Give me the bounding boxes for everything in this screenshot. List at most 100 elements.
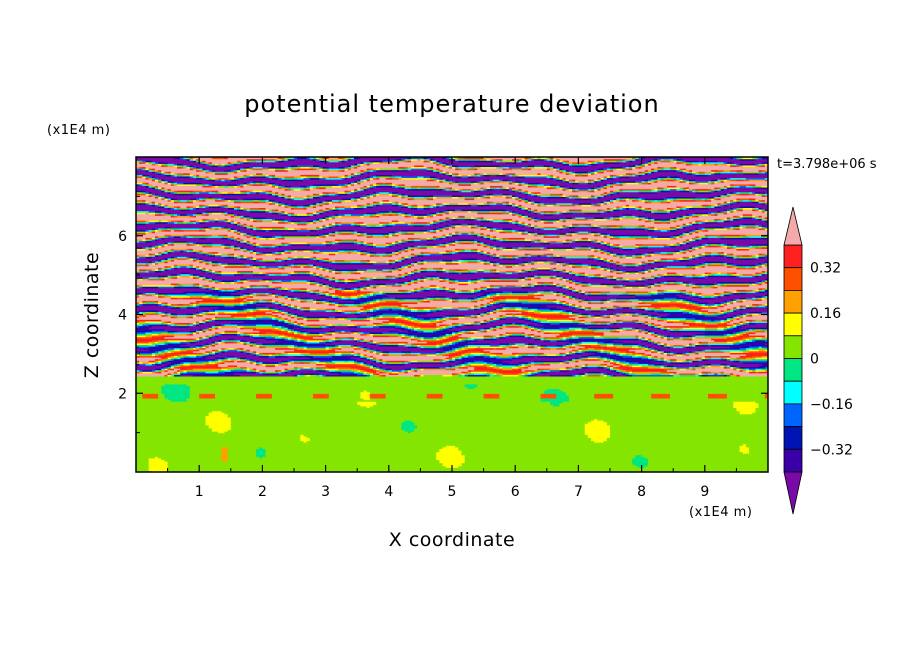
contour-cell xyxy=(657,316,662,319)
contour-cell xyxy=(208,312,216,316)
contour-cell xyxy=(610,352,614,355)
contour-cell xyxy=(249,333,260,336)
contour-cell xyxy=(461,338,466,341)
contour-cell xyxy=(733,336,744,339)
contour-cell xyxy=(537,338,542,341)
contour-cell xyxy=(685,353,690,357)
contour-cell xyxy=(610,357,614,360)
contour-cell xyxy=(575,346,586,349)
contour-cell xyxy=(300,327,308,330)
contour-cell xyxy=(723,374,728,377)
contour-cell xyxy=(622,342,633,346)
contour-cell xyxy=(726,317,731,320)
contour-cell xyxy=(294,369,317,372)
contour-cell xyxy=(613,330,621,333)
contour-cell xyxy=(303,366,311,369)
contour-cell xyxy=(628,374,633,377)
contour-cell xyxy=(461,346,466,349)
contour-cell xyxy=(423,317,431,320)
contour-cell xyxy=(246,350,251,353)
contour-cell xyxy=(205,353,210,357)
contour-cell xyxy=(189,385,466,388)
contour-cell xyxy=(730,366,734,369)
contour-cell xyxy=(559,352,564,355)
contour-cell xyxy=(524,372,529,375)
contour-cell xyxy=(423,374,444,377)
contour-cell xyxy=(654,349,658,352)
contour-cell xyxy=(508,333,513,336)
contour-cell xyxy=(613,342,624,346)
contour-cell xyxy=(670,366,674,369)
contour-cell xyxy=(192,368,222,371)
contour-cell xyxy=(635,320,640,323)
contour-cell xyxy=(707,358,722,361)
contour-cell xyxy=(256,323,273,327)
contour-cell xyxy=(442,341,447,344)
contour-cell xyxy=(619,336,636,339)
contour-cell xyxy=(704,314,719,317)
contour-cell xyxy=(711,364,722,368)
contour-cell xyxy=(499,327,504,330)
contour-cell xyxy=(581,358,586,361)
contour-cell xyxy=(161,311,166,314)
contour-cell xyxy=(452,357,456,360)
contour-cell xyxy=(527,325,532,328)
contour-cell xyxy=(331,338,336,341)
contour-cell xyxy=(404,363,456,366)
contour-cell xyxy=(461,352,466,355)
contour-cell xyxy=(455,360,463,363)
contour-cell xyxy=(325,374,330,377)
contour-cell xyxy=(452,350,456,353)
contour-cell xyxy=(357,358,368,361)
contour-cell xyxy=(739,410,756,413)
contour-cell xyxy=(673,364,696,368)
contour-cell xyxy=(420,368,425,371)
contour-cell xyxy=(745,312,750,316)
contour-cell xyxy=(306,440,595,443)
contour-cell xyxy=(148,464,169,467)
contour-cell xyxy=(426,353,437,357)
contour-cell xyxy=(246,358,251,361)
contour-cell xyxy=(489,320,494,323)
contour-cell xyxy=(455,338,459,341)
contour-cell xyxy=(644,347,649,350)
contour-cell xyxy=(211,410,222,413)
contour-cell xyxy=(562,369,570,372)
contour-cell xyxy=(410,361,418,364)
contour-cell xyxy=(752,327,766,330)
contour-cell xyxy=(221,451,229,454)
contour-cell xyxy=(739,349,747,352)
contour-cell xyxy=(366,323,374,327)
contour-cell xyxy=(730,355,741,358)
contour-cell xyxy=(723,366,728,369)
contour-cell xyxy=(136,459,150,462)
contour-cell xyxy=(578,341,583,344)
contour-cell xyxy=(297,314,301,317)
contour-cell xyxy=(215,325,219,328)
contour-cell xyxy=(158,394,166,397)
contour-cell xyxy=(262,344,289,347)
contour-cell xyxy=(306,316,314,319)
contour-cell xyxy=(610,316,646,319)
contour-cell xyxy=(136,467,150,470)
contour-cell xyxy=(565,391,768,394)
contour-cell xyxy=(161,352,166,355)
contour-cell xyxy=(726,357,731,360)
contour-cell xyxy=(173,366,178,369)
contour-cell xyxy=(736,407,756,410)
contour-cell xyxy=(733,342,741,346)
contour-cell xyxy=(698,312,703,316)
contour-cell xyxy=(300,372,308,375)
contour-cell xyxy=(167,464,444,467)
contour-cell xyxy=(211,336,254,339)
contour-cell xyxy=(524,314,532,317)
contour-cell xyxy=(508,325,519,328)
contour-cell xyxy=(173,322,178,325)
contour-cell xyxy=(670,372,674,375)
contour-cell xyxy=(502,314,507,317)
contour-cell xyxy=(739,314,744,317)
contour-cell xyxy=(638,355,646,358)
contour-cell xyxy=(420,325,437,328)
contour-cell xyxy=(252,368,257,371)
contour-cell xyxy=(208,360,213,363)
